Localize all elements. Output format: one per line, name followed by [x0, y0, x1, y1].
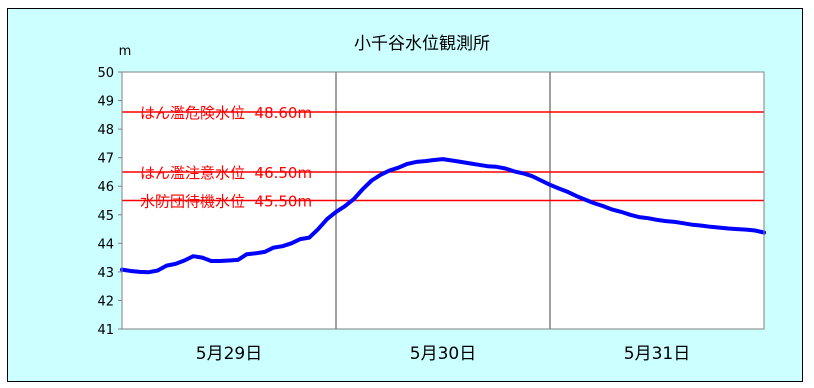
y-tick-label: 48: [97, 123, 114, 138]
y-axis-unit: m: [119, 44, 132, 59]
x-tick-label: 5月29日: [196, 344, 262, 364]
y-tick-label: 41: [97, 323, 114, 338]
water-level-series-line: [120, 157, 766, 275]
water-level-chart: 小千谷水位観測所 m 41 42 43 44 45 46 47 48 49 50 5月29日 5月3…: [97, 34, 766, 364]
y-tick-label: 43: [97, 266, 114, 281]
y-tick-label: 49: [97, 95, 114, 110]
reference-line-label: はん濫注意水位 46.50m: [140, 164, 312, 182]
plot-border: [121, 71, 765, 330]
x-tick-label: 5月31日: [624, 344, 690, 364]
chart-title: 小千谷水位観測所: [354, 34, 490, 54]
reference-lines: はん濫危険水位 48.60m はん濫注意水位 46.50m 水防団待機水位 45.5…: [122, 104, 764, 211]
x-axis-ticks: 5月29日 5月30日 5月31日: [196, 344, 690, 364]
y-tick-label: 45: [97, 209, 114, 224]
y-axis-ticks: 41 42 43 44 45 46 47 48 49 50: [97, 66, 122, 338]
chart-frame: 小千谷水位観測所 m 41 42 43 44 45 46 47 48 49 50 5月29日 5月3…: [7, 8, 803, 382]
y-tick-label: 46: [97, 180, 114, 195]
reference-line-label: はん濫危険水位 48.60m: [140, 104, 312, 122]
y-tick-label: 44: [97, 237, 114, 252]
x-tick-label: 5月30日: [410, 344, 476, 364]
y-tick-label: 50: [97, 66, 114, 81]
y-tick-label: 47: [97, 152, 114, 167]
y-tick-label: 42: [97, 294, 114, 309]
reference-line-label: 水防団待機水位 45.50m: [140, 193, 312, 211]
